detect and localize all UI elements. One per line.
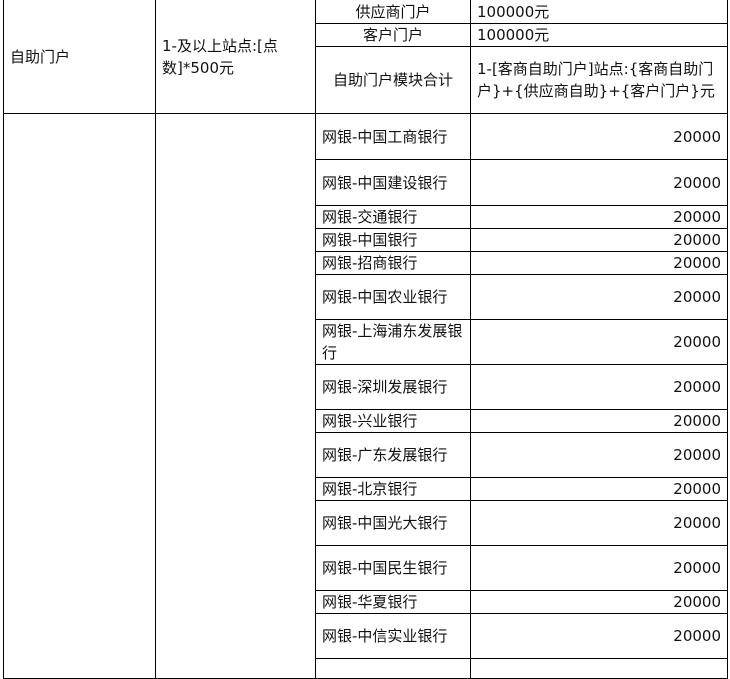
table-row: 网银-中国民生银行 20000 bbox=[4, 545, 728, 591]
bank-value-cell: 20000 bbox=[470, 113, 728, 160]
item-value-cell: 100000元 bbox=[470, 23, 728, 47]
bank-label-cell: 网银-中国农业银行 bbox=[315, 274, 471, 320]
table-row: 网银-上海浦东发展银行 20000 bbox=[4, 319, 728, 365]
item-label-cell: 客户门户 bbox=[315, 23, 471, 47]
bank-value-cell: 20000 bbox=[470, 159, 728, 206]
table-row: 网银-广东发展银行 20000 bbox=[4, 432, 728, 478]
item-label-cell: 供应商门户 bbox=[315, 0, 471, 24]
item-label-cell: 自助门户模块合计 bbox=[315, 46, 471, 114]
bank-label-cell: 网银-兴业银行 bbox=[315, 409, 471, 433]
empty-cell bbox=[470, 658, 728, 679]
table-row: 网银-交通银行 20000 bbox=[4, 205, 728, 229]
bank-value-cell: 20000 bbox=[470, 432, 728, 478]
bank-value-cell: 20000 bbox=[470, 500, 728, 546]
bank-value-cell: 20000 bbox=[470, 545, 728, 591]
bank-label-cell: 网银-北京银行 bbox=[315, 477, 471, 501]
bank-label-cell: 网银-广东发展银行 bbox=[315, 432, 471, 478]
pricing-table: 自助门户 1-及以上站点:[点数]*500元 供应商门户 100000元 客户门… bbox=[3, 0, 728, 679]
module-rule-cell: 1-及以上站点:[点数]*500元 bbox=[155, 0, 316, 114]
item-value-cell: 1-[客商自助门户]站点:{客商自助门户}+{供应商自助}+{客户门户}元 bbox=[470, 46, 728, 114]
table-row: 客户门户 100000元 bbox=[4, 23, 728, 47]
bank-value-cell: 20000 bbox=[470, 319, 728, 365]
bank-value-cell: 20000 bbox=[470, 205, 728, 229]
table-row: 网银-中信实业银行 20000 bbox=[4, 613, 728, 659]
bank-label-cell: 网银-华夏银行 bbox=[315, 590, 471, 614]
bank-label-cell: 网银-深圳发展银行 bbox=[315, 364, 471, 410]
table-row: 网银-兴业银行 20000 bbox=[4, 409, 728, 433]
table-row: 网银-招商银行 20000 bbox=[4, 251, 728, 275]
empty-rule-cell bbox=[155, 113, 316, 679]
bank-value-cell: 20000 bbox=[470, 590, 728, 614]
bank-label-cell: 网银-招商银行 bbox=[315, 251, 471, 275]
bank-value-cell: 20000 bbox=[470, 613, 728, 659]
bank-value-cell: 20000 bbox=[470, 228, 728, 252]
bank-value-cell: 20000 bbox=[470, 409, 728, 433]
bank-value-cell: 20000 bbox=[470, 477, 728, 501]
bank-label-cell: 网银-中国银行 bbox=[315, 228, 471, 252]
bank-label-cell: 网银-中国工商银行 bbox=[315, 113, 471, 160]
table-row: 网银-华夏银行 20000 bbox=[4, 590, 728, 614]
empty-cell bbox=[315, 658, 471, 679]
bank-label-cell: 网银-交通银行 bbox=[315, 205, 471, 229]
bank-label-cell: 网银-中国建设银行 bbox=[315, 159, 471, 206]
table-row: 网银-中国建设银行 20000 bbox=[4, 159, 728, 206]
table-row: 自助门户 1-及以上站点:[点数]*500元 供应商门户 100000元 bbox=[3, 0, 728, 114]
table-row: 网银-中国光大银行 20000 bbox=[4, 500, 728, 546]
bank-label-cell: 网银-中国民生银行 bbox=[315, 545, 471, 591]
empty-module-cell bbox=[3, 113, 156, 679]
bank-label-cell: 网银-中信实业银行 bbox=[315, 613, 471, 659]
bank-value-cell: 20000 bbox=[470, 274, 728, 320]
bank-value-cell: 20000 bbox=[470, 364, 728, 410]
table-row: 自助门户模块合计 1-[客商自助门户]站点:{客商自助门户}+{供应商自助}+{… bbox=[4, 46, 728, 114]
item-value-cell: 100000元 bbox=[470, 0, 728, 24]
bank-value-cell: 20000 bbox=[470, 251, 728, 275]
table-row: 网银-中国工商银行 20000 bbox=[3, 113, 728, 679]
module-name-cell: 自助门户 bbox=[3, 0, 156, 114]
table-row: 网银-深圳发展银行 20000 bbox=[4, 364, 728, 410]
bank-label-cell: 网银-中国光大银行 bbox=[315, 500, 471, 546]
bank-label-cell: 网银-上海浦东发展银行 bbox=[315, 319, 471, 365]
